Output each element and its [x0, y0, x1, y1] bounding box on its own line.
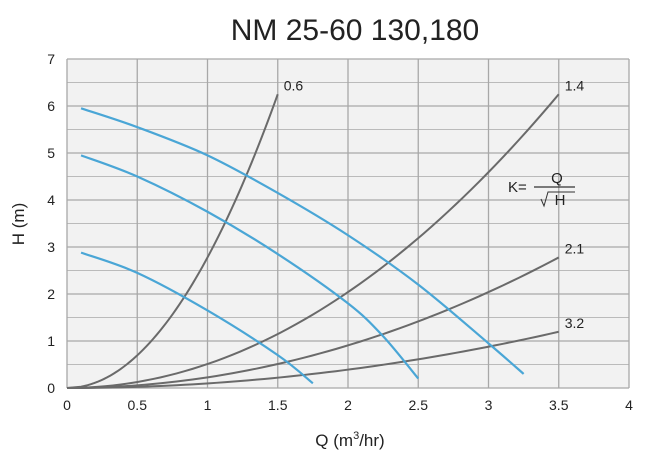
system-curve-k-2.1: [66, 256, 560, 389]
x-tick-label: 1: [204, 397, 212, 413]
x-tick-label: 3.5: [549, 397, 569, 413]
x-tick-label: 3: [485, 397, 493, 413]
y-tick-label: 6: [47, 98, 55, 114]
k-formula-annotation: K= Q H: [508, 170, 575, 209]
x-tick-label: 2: [344, 397, 352, 413]
plot-area: 0 0.5 1 1.5 2 2.5 3 3.5 4 0 1 2 3 4 5 6 7 0.6 1.4 2.1 3.2: [47, 51, 633, 413]
x-tick-label: 2.5: [409, 397, 429, 413]
y-tick-label: 1: [47, 333, 55, 349]
y-tick-label: 5: [47, 145, 55, 161]
sqrt-sign: [540, 191, 575, 208]
y-tick-label: 0: [47, 380, 55, 396]
system-curve-k-1.4: [66, 93, 560, 389]
pump-curve-1: [80, 107, 525, 375]
pump-curve-2: [80, 154, 420, 380]
y-tick-label: 3: [47, 239, 55, 255]
system-curve-k-3.2: [66, 330, 559, 389]
y-tick-label: 4: [47, 192, 55, 208]
y-axis-label: H (m): [9, 203, 28, 245]
x-tick-label: 4: [625, 397, 633, 413]
system-curve-k-0.6: [66, 93, 279, 389]
y-tick-label: 2: [47, 286, 55, 302]
system-curve-label: 2.1: [565, 240, 585, 256]
system-curve-label: 3.2: [565, 315, 585, 331]
x-tick-label: 0: [63, 397, 71, 413]
formula-lhs: K=: [508, 179, 527, 196]
x-axis-label: Q (m3/hr): [315, 430, 384, 450]
system-curve-label: 0.6: [284, 77, 304, 93]
x-tick-label: 0.5: [128, 397, 148, 413]
pump-curve-3: [80, 251, 314, 385]
x-tick-label: 1.5: [268, 397, 288, 413]
system-curve-label: 1.4: [565, 77, 585, 93]
y-tick-label: 7: [47, 51, 55, 67]
formula-numerator: Q: [551, 170, 563, 187]
chart-title: NM 25-60 130,180: [231, 14, 480, 47]
formula-denominator: H: [555, 192, 566, 209]
